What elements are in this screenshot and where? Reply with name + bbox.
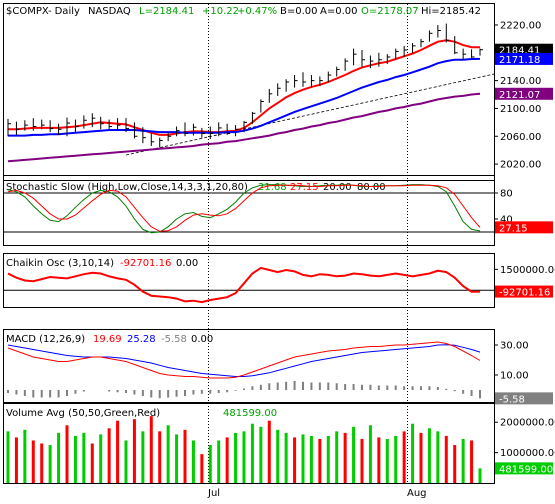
price-y-tick: 2060.00 <box>500 132 541 143</box>
volume-panel-frame <box>3 403 495 484</box>
chaikin-line <box>7 266 481 304</box>
header-bid: B=0.00 <box>280 6 318 17</box>
volume-legend-value: 481599.00 <box>223 408 277 419</box>
ma-fast-line <box>8 39 480 136</box>
stoch-legend-lower: 20.00 <box>323 182 352 193</box>
macd-legend-macd: 19.69 <box>93 334 122 345</box>
price-value-tag-bg <box>495 43 553 56</box>
chaikin-value-tag: -92701.16 <box>499 288 550 299</box>
price-value-tag: 2121.07 <box>499 90 540 101</box>
header-high: Hi=2185.42 <box>421 6 481 17</box>
price-value-tag-bg <box>495 52 553 65</box>
stoch-value-tag: 27.15 <box>499 223 528 234</box>
header-change: +10.22 <box>202 6 239 17</box>
macd-y-tick: 30.00 <box>500 341 529 352</box>
chaikin-legend-zero: 0.00 <box>176 258 198 269</box>
price-value-tag-bg <box>495 87 553 100</box>
stoch-legend-k: 21.68 <box>258 182 287 193</box>
volume-value-tag: 481599.00 <box>499 464 553 475</box>
macd-value-tag: -5.58 <box>499 394 525 405</box>
stochastic-panel-frame <box>3 175 495 246</box>
chaikin-panel-frame <box>3 253 495 308</box>
macd-value-tag-bg <box>495 392 553 405</box>
stoch-y-tick: 80 <box>500 189 513 200</box>
volume-value-tag-bg <box>495 462 553 475</box>
header-symbol: $COMPX <box>6 6 49 17</box>
header-open: O=2178.07 <box>361 6 419 17</box>
chaikin-y-tick: 1500000.00 <box>500 265 555 276</box>
macd-signal-line <box>7 344 481 377</box>
price-y-tick: 2220.00 <box>500 20 541 31</box>
price-y-tick: 2140.00 <box>500 76 541 87</box>
trendline <box>125 73 495 156</box>
stochastic-title: Stochastic Slow (High,Low,Close,14,3,3,1… <box>6 182 248 193</box>
chaikin-title: Chaikin Osc (3,10,14) <box>6 258 114 269</box>
header-change-pct: +0.47% <box>237 6 277 17</box>
volume-title: Volume Avg (50,50,Green,Red) <box>6 408 160 419</box>
header-last: L=2184.41 <box>139 6 194 17</box>
price-panel-frame <box>3 3 495 181</box>
chaikin-value-tag-bg <box>495 285 553 298</box>
macd-legend-hist: -5.58 <box>161 334 187 345</box>
price-value-tag: 2171.18 <box>499 55 540 66</box>
header-ask: A=0.00 <box>320 6 358 17</box>
price-y-tick: 2100.00 <box>500 104 541 115</box>
macd-y-tick: 10.00 <box>500 371 529 382</box>
volume-y-tick: 2000000.00 <box>500 418 555 429</box>
macd-title: MACD (12,26,9) <box>6 334 85 345</box>
header-period: - Daily <box>48 6 80 17</box>
stoch-value-tag-bg <box>495 221 553 234</box>
stoch-legend-upper: 80.00 <box>357 182 386 193</box>
x-label-aug: Aug <box>407 488 427 499</box>
stoch-y-tick: 40 <box>500 215 513 226</box>
header-exchange: NASDAQ <box>88 6 131 17</box>
ma-slow-line <box>7 92 481 163</box>
macd-legend-zero: 0.00 <box>191 334 213 345</box>
price-y-tick: 2020.00 <box>500 160 541 171</box>
macd-line <box>7 341 481 379</box>
macd-panel-frame <box>3 329 495 403</box>
x-label-jul: Jul <box>207 488 220 499</box>
volume-y-tick: 1000000.00 <box>500 448 555 459</box>
stoch-legend-d: 27.15 <box>290 182 319 193</box>
chaikin-legend-value: -92701.16 <box>120 258 171 269</box>
macd-legend-signal: 25.28 <box>127 334 156 345</box>
stoch-d-line <box>7 184 481 232</box>
price-value-tag: 2184.41 <box>499 46 540 57</box>
